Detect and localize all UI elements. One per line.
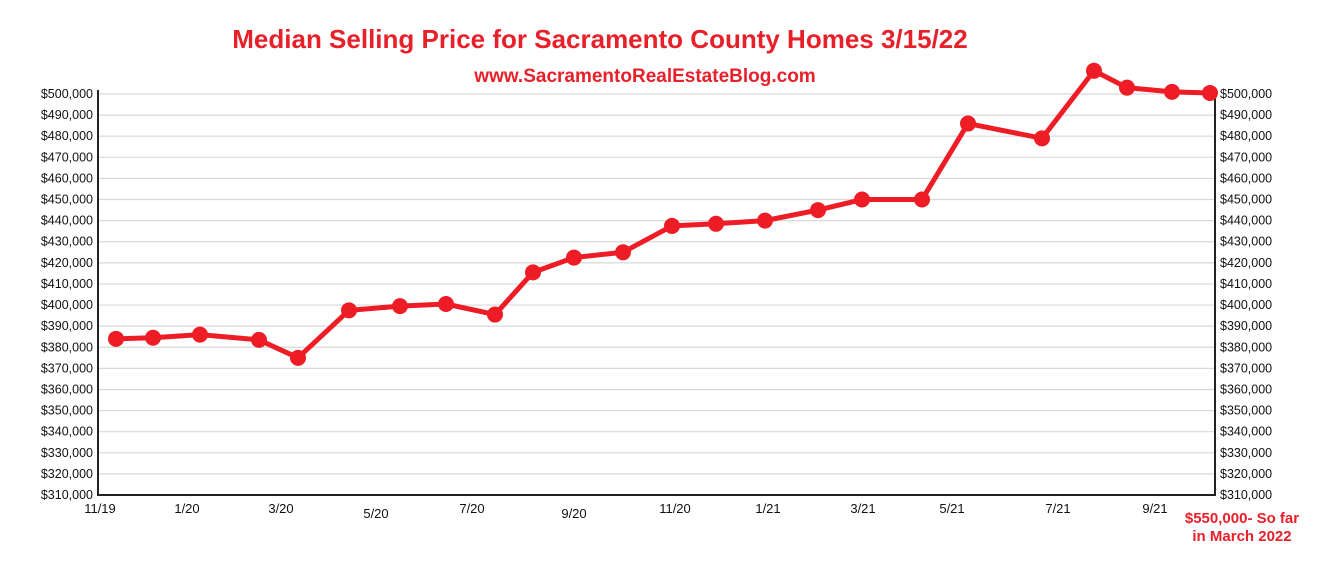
data-point bbox=[566, 249, 582, 266]
y-axis-left-ticks: $310,000 $320,000 $330,000 $340,000 $350,000… bbox=[41, 87, 93, 502]
data-point bbox=[251, 331, 267, 348]
data-point bbox=[341, 302, 357, 319]
axis-layer bbox=[97, 90, 1216, 496]
y-tick-label-right: $310,000 bbox=[1220, 488, 1272, 502]
y-tick-label-right: $410,000 bbox=[1220, 277, 1272, 291]
y-tick-label-left: $500,000 bbox=[41, 87, 93, 101]
data-point bbox=[1202, 84, 1218, 101]
data-point bbox=[145, 329, 161, 346]
y-tick-label-left: $470,000 bbox=[41, 150, 93, 164]
y-tick-label-right: $340,000 bbox=[1220, 425, 1272, 439]
y-tick-label-left: $330,000 bbox=[41, 446, 93, 460]
y-tick-label-left: $490,000 bbox=[41, 108, 93, 122]
data-point bbox=[108, 330, 124, 347]
y-tick-label-right: $500,000 bbox=[1220, 87, 1272, 101]
y-tick-label-right: $440,000 bbox=[1220, 214, 1272, 228]
y-tick-label-left: $380,000 bbox=[41, 340, 93, 354]
y-tick-label-left: $350,000 bbox=[41, 404, 93, 418]
x-tick-label: 5/21 bbox=[939, 501, 964, 516]
chart-subtitle: www.SacramentoRealEstateBlog.com bbox=[473, 66, 815, 87]
y-tick-label-left: $460,000 bbox=[41, 171, 93, 185]
data-point bbox=[290, 349, 306, 366]
grid-layer bbox=[98, 93, 1215, 475]
y-tick-label-right: $380,000 bbox=[1220, 340, 1272, 354]
x-tick-label: 9/20 bbox=[561, 506, 586, 521]
data-point bbox=[438, 295, 454, 312]
y-tick-label-left: $370,000 bbox=[41, 361, 93, 375]
data-point bbox=[487, 306, 503, 323]
data-point bbox=[914, 191, 930, 208]
chart-title: Median Selling Price for Sacramento Coun… bbox=[232, 24, 967, 54]
data-point bbox=[1164, 83, 1180, 100]
x-tick-label: 11/20 bbox=[659, 501, 691, 516]
y-tick-label-left: $310,000 bbox=[41, 488, 93, 502]
y-tick-label-right: $330,000 bbox=[1220, 446, 1272, 460]
y-tick-label-right: $320,000 bbox=[1220, 467, 1272, 481]
data-point bbox=[1086, 62, 1102, 79]
y-tick-label-left: $410,000 bbox=[41, 277, 93, 291]
y-tick-label-left: $390,000 bbox=[41, 319, 93, 333]
data-point bbox=[854, 191, 870, 208]
x-tick-label: 1/20 bbox=[174, 501, 199, 516]
x-tick-label: 7/20 bbox=[459, 501, 484, 516]
x-tick-label: 7/21 bbox=[1045, 501, 1070, 516]
y-tick-label-left: $480,000 bbox=[41, 129, 93, 143]
x-tick-label: 1/21 bbox=[755, 501, 780, 516]
series-layer bbox=[108, 62, 1218, 366]
y-tick-label-left: $430,000 bbox=[41, 235, 93, 249]
y-tick-label-left: $450,000 bbox=[41, 193, 93, 207]
annotation-line-1: $550,000- So far bbox=[1185, 510, 1299, 527]
data-point bbox=[810, 202, 826, 219]
data-point bbox=[960, 115, 976, 132]
annotation-line-2: in March 2022 bbox=[1192, 528, 1291, 545]
data-point bbox=[392, 298, 408, 315]
y-axis-right-ticks: $310,000 $320,000 $330,000 $340,000 $350,000… bbox=[1220, 87, 1272, 502]
y-tick-label-right: $390,000 bbox=[1220, 319, 1272, 333]
y-tick-label-right: $490,000 bbox=[1220, 108, 1272, 122]
data-point bbox=[615, 244, 631, 261]
x-tick-label: 5/20 bbox=[363, 506, 388, 521]
x-tick-label: 3/21 bbox=[850, 501, 875, 516]
y-tick-label-right: $400,000 bbox=[1220, 298, 1272, 312]
y-tick-label-right: $480,000 bbox=[1220, 129, 1272, 143]
y-tick-label-right: $420,000 bbox=[1220, 256, 1272, 270]
series-line bbox=[113, 68, 1213, 361]
x-tick-label: 9/21 bbox=[1142, 501, 1167, 516]
x-tick-label: 3/20 bbox=[268, 501, 293, 516]
y-tick-label-left: $420,000 bbox=[41, 256, 93, 270]
y-tick-label-right: $350,000 bbox=[1220, 404, 1272, 418]
data-point bbox=[708, 215, 724, 232]
y-tick-label-left: $440,000 bbox=[41, 214, 93, 228]
data-point bbox=[192, 326, 208, 343]
x-tick-label: 11/19 bbox=[84, 501, 116, 516]
data-point bbox=[1034, 130, 1050, 147]
y-tick-label-left: $340,000 bbox=[41, 425, 93, 439]
x-axis-ticks: 11/19 1/20 3/20 5/20 7/20 9/20 11/20 1/21 3/21 5/… bbox=[84, 501, 1167, 521]
y-tick-label-right: $370,000 bbox=[1220, 361, 1272, 375]
y-tick-label-right: $470,000 bbox=[1220, 150, 1272, 164]
data-point bbox=[1119, 79, 1135, 96]
y-tick-label-right: $360,000 bbox=[1220, 382, 1272, 396]
y-tick-label-left: $320,000 bbox=[41, 467, 93, 481]
y-tick-label-right: $460,000 bbox=[1220, 171, 1272, 185]
data-point bbox=[757, 212, 773, 229]
y-tick-label-right: $430,000 bbox=[1220, 235, 1272, 249]
y-tick-label-left: $360,000 bbox=[41, 382, 93, 396]
data-point bbox=[525, 264, 541, 281]
y-tick-label-right: $450,000 bbox=[1220, 193, 1272, 207]
data-point bbox=[664, 217, 680, 234]
y-tick-label-left: $400,000 bbox=[41, 298, 93, 312]
